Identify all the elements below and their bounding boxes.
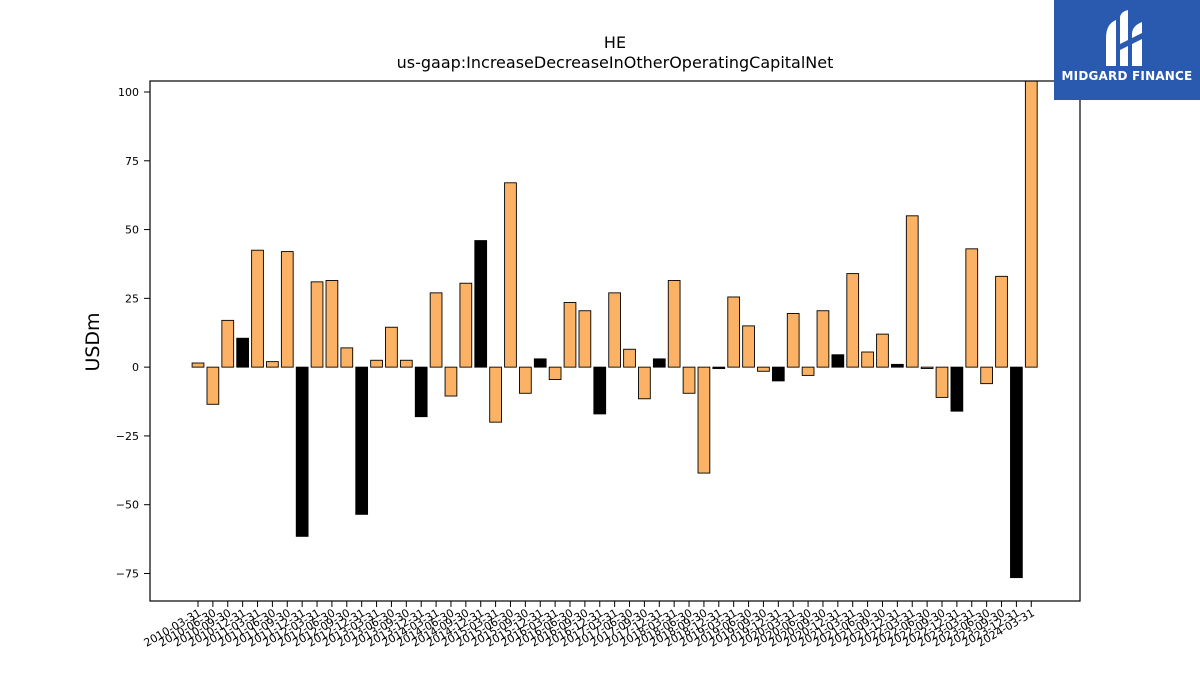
bar-2012-12-31 bbox=[355, 366, 369, 515]
brand-name: MIDGARD FINANCE bbox=[1061, 69, 1193, 83]
bar-2014-06-30 bbox=[444, 366, 458, 397]
bar-2010-12-31 bbox=[236, 337, 249, 368]
y-tick-label: −25 bbox=[116, 430, 139, 443]
bar-2022-03-31 bbox=[905, 215, 919, 368]
y-tick-label: 100 bbox=[118, 86, 139, 99]
bar-2018-03-31 bbox=[667, 280, 681, 368]
bar-2020-03-31 bbox=[786, 313, 800, 368]
bar-2016-09-30 bbox=[578, 310, 592, 368]
bar-2020-09-30 bbox=[816, 310, 830, 368]
bar-2014-03-31 bbox=[429, 292, 443, 368]
bar-2010-06-30 bbox=[206, 366, 220, 405]
bar-2011-12-31 bbox=[295, 366, 309, 537]
midgard-logo-icon bbox=[1106, 10, 1144, 66]
bar-2011-03-31 bbox=[251, 249, 264, 368]
bar-2018-06-30 bbox=[682, 366, 696, 394]
bar-2023-09-30 bbox=[995, 275, 1008, 368]
bars-group bbox=[191, 81, 1038, 579]
bar-2021-03-31 bbox=[846, 273, 860, 368]
bar-2020-12-31 bbox=[831, 354, 845, 368]
bar-2020-06-30 bbox=[801, 366, 815, 376]
bar-2023-06-30 bbox=[980, 366, 993, 385]
chart-subtitle: us-gaap:IncreaseDecreaseInOtherOperating… bbox=[397, 53, 834, 72]
y-tick-label: 0 bbox=[132, 361, 139, 374]
brand-logo: MIDGARD FINANCE bbox=[1054, 0, 1200, 100]
bar-2013-09-30 bbox=[399, 359, 413, 368]
bar-2022-09-30 bbox=[935, 366, 949, 398]
y-tick-label: 75 bbox=[125, 155, 139, 168]
bar-2019-12-31 bbox=[771, 366, 785, 382]
bar-2021-09-30 bbox=[876, 333, 889, 368]
bar-2017-06-30 bbox=[623, 348, 636, 368]
bar-2015-12-31 bbox=[533, 358, 547, 368]
y-tick-label: −75 bbox=[116, 567, 139, 580]
bar-2010-09-30 bbox=[221, 319, 235, 368]
bar-2013-06-30 bbox=[385, 326, 398, 368]
bar-2011-06-30 bbox=[266, 361, 279, 368]
bar-2021-06-30 bbox=[861, 351, 874, 368]
bar-2014-12-31 bbox=[474, 240, 488, 368]
bar-2017-09-30 bbox=[638, 366, 651, 400]
bar-2023-03-31 bbox=[965, 248, 979, 368]
bar-2024-03-31 bbox=[1024, 81, 1038, 368]
bar-2017-03-31 bbox=[608, 292, 621, 368]
bar-2013-03-31 bbox=[370, 359, 383, 368]
bar-2019-06-30 bbox=[742, 325, 755, 368]
bar-2021-12-31 bbox=[891, 363, 904, 368]
chart-title: HE bbox=[604, 33, 626, 52]
bar-2016-03-31 bbox=[548, 366, 562, 380]
bar-2014-09-30 bbox=[459, 282, 473, 368]
bar-2016-12-31 bbox=[593, 366, 607, 415]
bar-2022-06-30 bbox=[920, 366, 934, 369]
y-tick-label: 25 bbox=[125, 292, 139, 305]
bar-2011-09-30 bbox=[280, 251, 294, 368]
bar-2017-12-31 bbox=[652, 358, 666, 368]
y-tick-label: −50 bbox=[116, 499, 139, 512]
bar-2016-06-30 bbox=[563, 302, 577, 368]
bar-2018-09-30 bbox=[697, 366, 711, 474]
bar-2019-03-31 bbox=[727, 296, 741, 368]
bar-2013-12-31 bbox=[414, 366, 428, 418]
bar-2015-09-30 bbox=[519, 366, 532, 394]
bar-2015-03-31 bbox=[489, 366, 502, 423]
bar-2012-09-30 bbox=[340, 347, 354, 368]
bar-2018-12-31 bbox=[712, 366, 726, 369]
bar-2023-12-31 bbox=[1010, 366, 1023, 579]
y-tick-label: 50 bbox=[125, 224, 139, 237]
y-axis-label: USDm bbox=[82, 312, 104, 371]
bar-2010-03-31 bbox=[191, 362, 205, 368]
bar-2022-12-31 bbox=[950, 366, 964, 412]
bar-2012-06-30 bbox=[325, 280, 339, 368]
bar-2015-06-30 bbox=[504, 182, 517, 368]
bar-2012-03-31 bbox=[310, 281, 324, 368]
bar-2019-09-30 bbox=[757, 366, 770, 372]
